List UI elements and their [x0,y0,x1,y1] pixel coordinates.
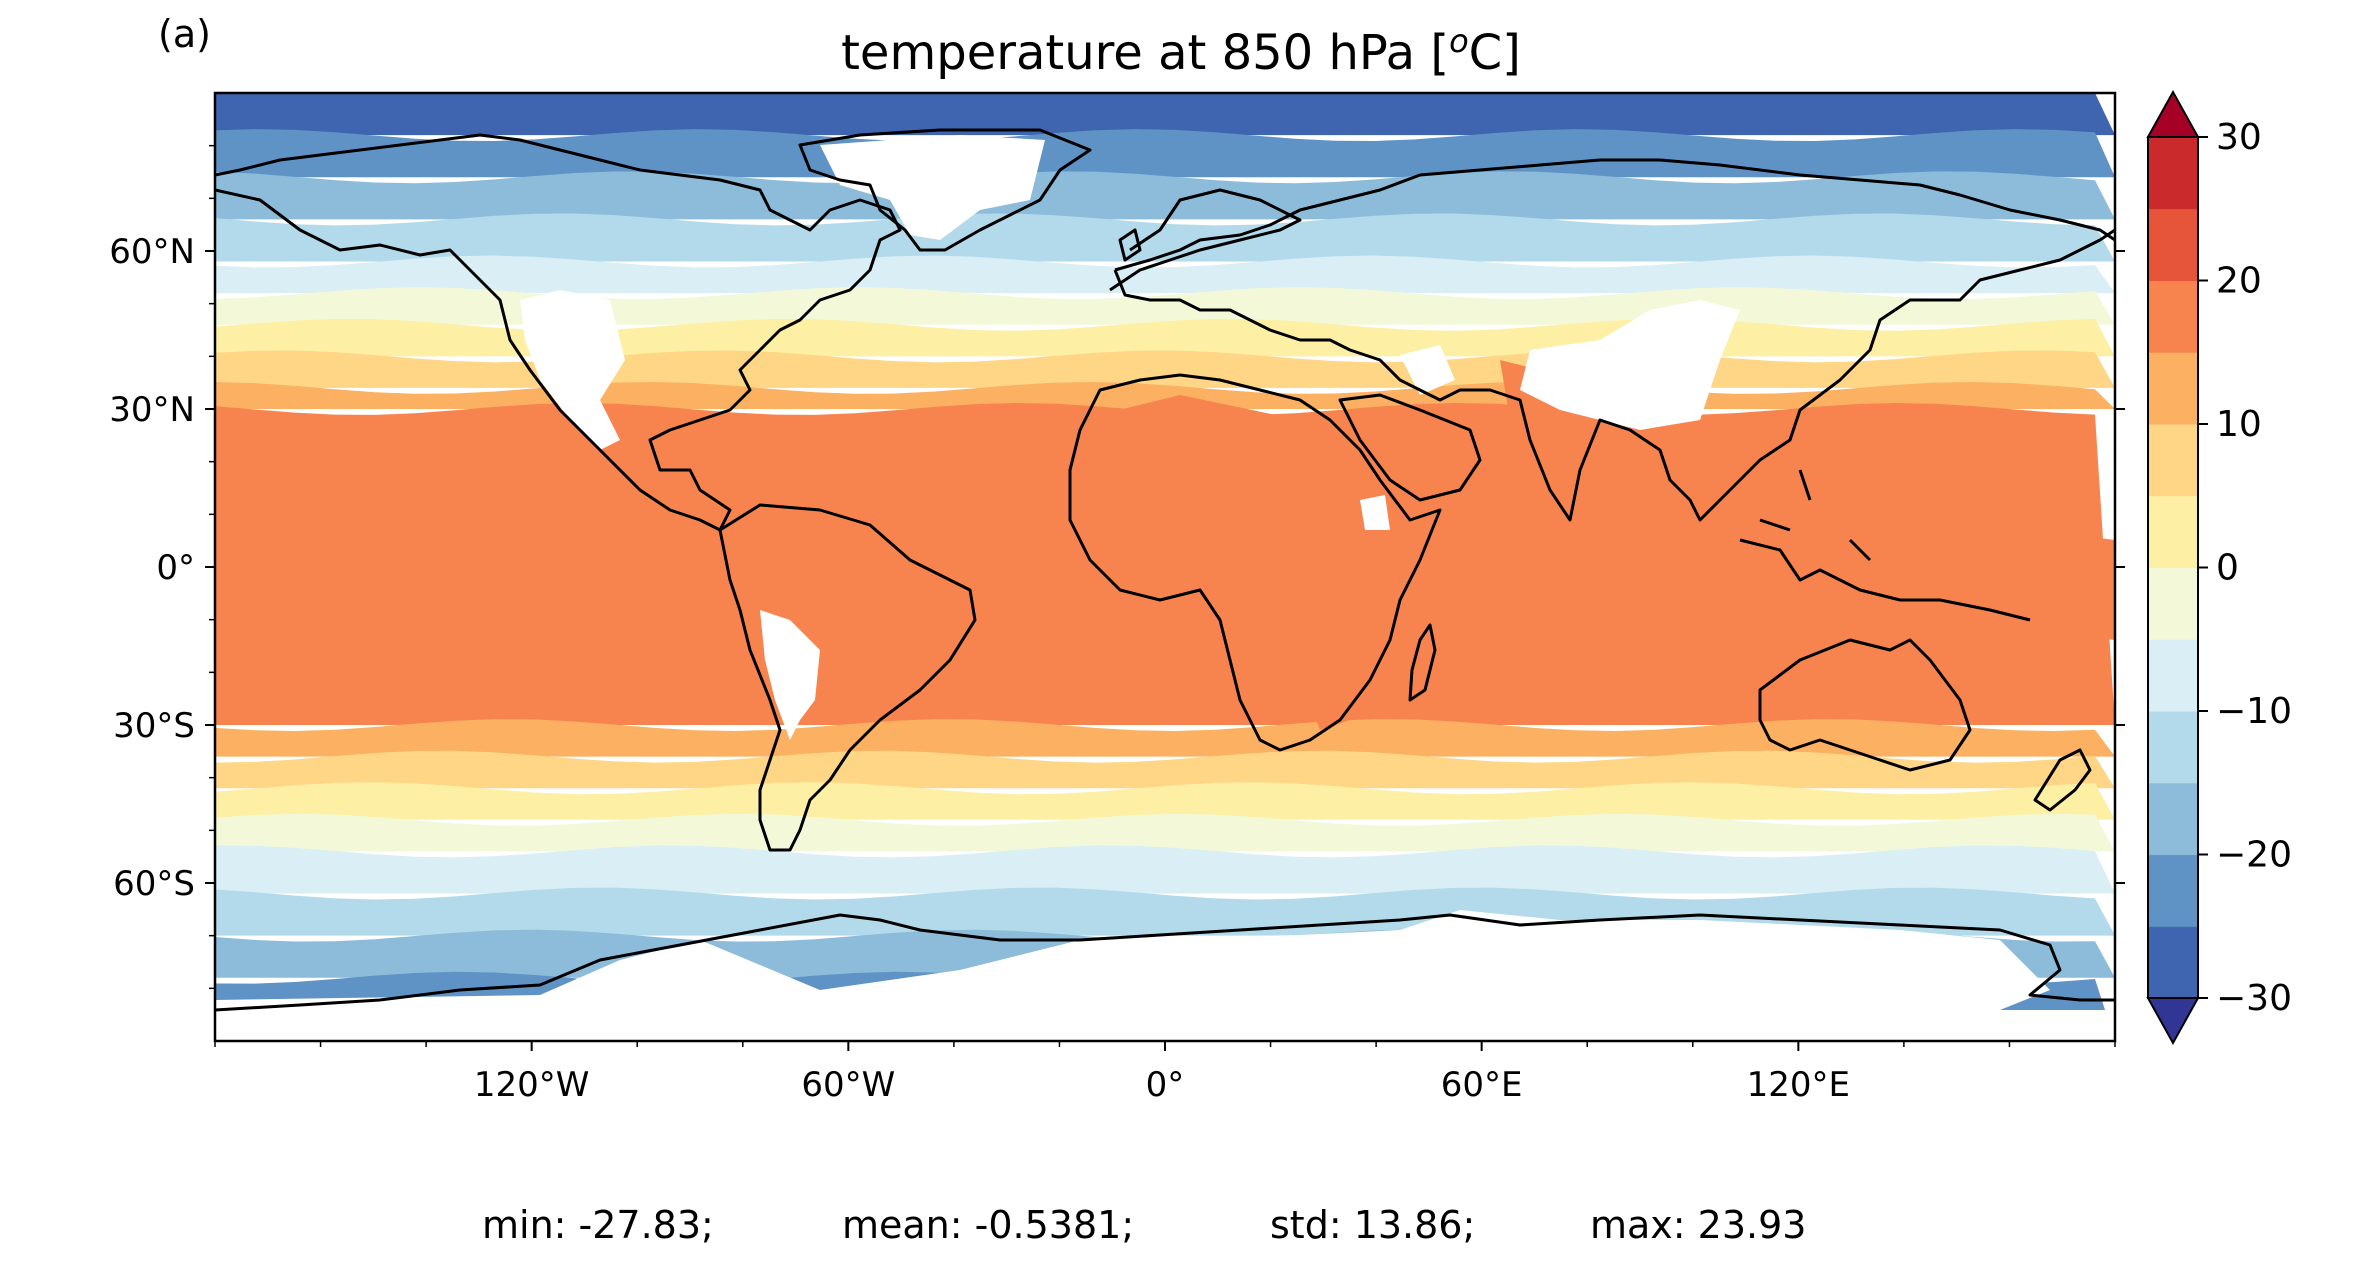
lat-tick-label: 60°N [109,232,195,272]
colorbar-segment [2148,352,2198,425]
greenland-coastline [798,128,1092,252]
north-america-coastline [215,133,902,532]
africa-coastline [1068,373,1442,752]
figure-title: temperature at 850 hPa [oC] [0,22,2362,81]
colorbar-segment [2148,854,2198,927]
temperature-band [215,813,2115,852]
colorbar-segment [2148,926,2198,999]
temperature-band [215,255,2115,294]
temperature-band [215,93,2115,136]
atlantic-warm-patch [575,585,735,650]
colorbar-tick-label: −20 [2216,835,2292,876]
stat-mean: mean: -0.5381; [842,1203,1135,1247]
iran-missing [1400,345,1455,395]
title-superscript: o [1449,22,1469,60]
antarctica-coastline [215,913,2115,1012]
coastlines [215,128,2115,1012]
colorbar-segment [2148,567,2198,640]
rockies-missing [520,290,625,450]
colorbar-segment [2148,280,2198,353]
colorbar-extend-max [2146,89,2200,138]
colorbar-tick-label: −30 [2216,978,2292,1019]
colorbar-segment [2148,639,2198,712]
lat-tick-label: 30°S [113,706,195,746]
colorbar-tick-label: 10 [2216,404,2262,445]
temperature-band [215,129,2115,178]
colorbar-segment [2148,782,2198,855]
south-atlantic-warm-patch [1020,590,1210,650]
maritime-continent-coastline [1739,469,2031,622]
colorbar-tick-label: 30 [2216,117,2262,158]
stat-min: min: -27.83; [482,1203,714,1247]
title-unit: C] [1468,25,1521,81]
pacific-warm-patch [215,560,325,615]
greenland-missing [820,135,1045,240]
lon-tick-label: 60°E [1441,1065,1523,1105]
andes-missing [760,610,820,740]
temperature-band [215,719,2115,757]
colorbar-segment [2148,711,2198,784]
arabia-warm-patch [1380,410,1560,530]
stat-max: max: 23.93 [1590,1203,1807,1247]
eurasia-coastline [1113,158,2115,522]
temperature-band [215,845,2115,894]
colorbar-tick-label: −10 [2216,691,2292,732]
europe-coastline [1109,188,1302,292]
british-isles-coastline [1118,228,1142,262]
lon-tick-label: 60°W [801,1065,895,1105]
temperature-band [215,287,2115,325]
colorbar-segment [2148,424,2198,497]
new-zealand-coastline [2033,748,2092,812]
colorbar: 30 20 10 0 −10 −20 −30 [2146,89,2292,1046]
south-america-warm-patch [748,520,960,690]
madagascar-coastline [1408,623,1437,702]
colorbar-extend-min [2146,997,2200,1046]
colorbar-tick-label: 0 [2216,548,2239,589]
map-axis-ticks: 120°W 60°W 0° 60°E 120°E 60°N 30°N 0° 30°S 60°S [109,144,2125,1105]
australia-coastline [1758,638,1972,772]
indian-ocean-warm-patch [1360,500,2115,650]
temperature-band [215,171,2115,220]
east-pacific-warm-patch [505,465,605,500]
arabia-coastline [1338,393,1482,502]
lon-tick-label: 0° [1146,1065,1185,1105]
temperature-band [215,213,2115,262]
temperature-band [215,750,2115,789]
temperature-band [215,782,2115,820]
warm-land-patches [215,360,2115,730]
ethiopia-missing [1360,495,1390,530]
title-text: temperature at 850 hPa [ [841,25,1450,81]
lon-tick-label: 120°W [474,1065,590,1105]
lat-tick-label: 0° [156,548,195,588]
colorbar-segment [2148,208,2198,281]
temperature-map [215,93,2115,1041]
south-america-coastline [718,503,977,852]
stat-std: std: 13.86; [1270,1203,1476,1247]
tibet-missing [1520,300,1740,430]
panel-label: (a) [158,12,211,56]
africa-warm-patch [1070,395,1430,730]
colorbar-segment [2148,137,2198,210]
lon-tick-label: 120°E [1747,1065,1850,1105]
colorbar-tick-label: 20 [2216,261,2262,302]
colorbar-segment [2148,495,2198,568]
lat-tick-label: 30°N [109,390,195,430]
lat-tick-label: 60°S [113,864,195,904]
